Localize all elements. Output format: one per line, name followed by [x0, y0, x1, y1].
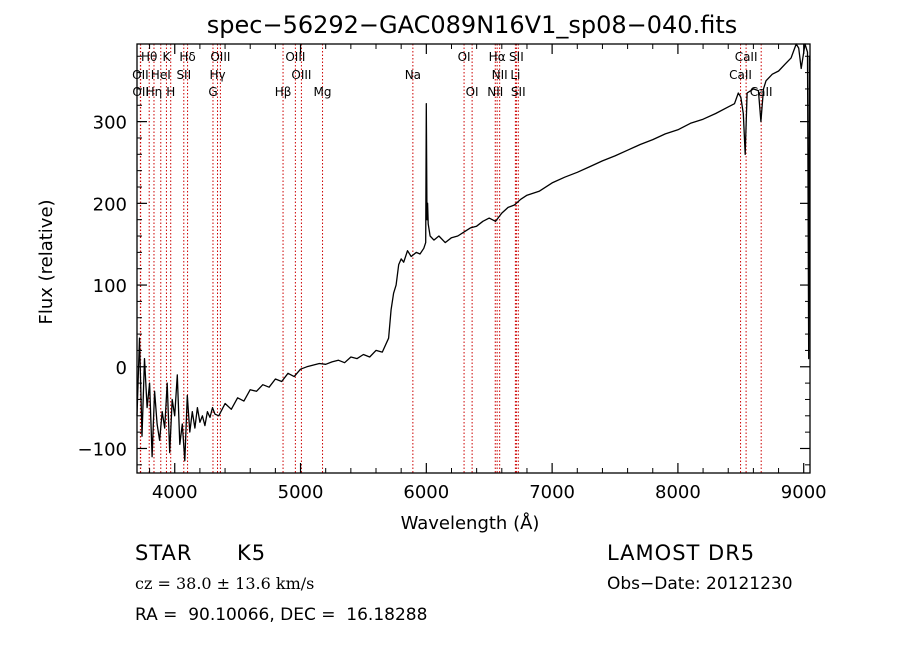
chart-title: spec−56292−GAC089N16V1_sp08−040.fits: [207, 11, 737, 39]
line-label-24: OI: [466, 85, 479, 99]
y-tick-label-4: 300: [93, 113, 127, 134]
line-label-4: OIII: [285, 50, 305, 64]
y-tick-label-0: −100: [78, 439, 127, 460]
line-label-12: Hγ: [209, 68, 225, 82]
line-label-11: SII: [176, 68, 191, 82]
line-label-0: Hθ: [141, 50, 157, 64]
line-label-1: K: [162, 50, 171, 64]
y-axis: −100 0 100 200 300: [78, 55, 810, 466]
line-label-22: Hβ: [275, 85, 292, 99]
line-label-21: G: [208, 85, 217, 99]
line-label-2: Hδ: [179, 50, 195, 64]
plot-frame: [136, 43, 811, 474]
object-subclass: K5: [237, 541, 267, 565]
line-label-3: OIII: [210, 50, 230, 64]
line-label-20: H: [166, 85, 175, 99]
line-label-8: CaII: [735, 50, 758, 64]
line-label-27: CaII: [750, 85, 773, 99]
x-tick-label-0: 4000: [152, 482, 198, 503]
line-label-14: Na: [405, 68, 421, 82]
line-label-17: CaII: [729, 68, 752, 82]
line-label-26: SII: [511, 85, 526, 99]
line-label-15: NII: [492, 68, 508, 82]
survey-name: LAMOST DR5: [607, 541, 756, 565]
x-axis-label: Wavelength (Å): [401, 512, 540, 534]
x-tick-label-2: 6000: [403, 482, 449, 503]
x-tick-label-1: 5000: [278, 482, 324, 503]
line-label-25: NII: [487, 85, 503, 99]
line-label-16: Li: [510, 68, 520, 82]
y-tick-label-2: 100: [93, 276, 127, 297]
observation-date: Obs−Date: 20121230: [607, 574, 793, 594]
line-label-5: OI: [458, 50, 471, 64]
x-axis: 4000 5000 6000 7000 8000 9000: [149, 44, 827, 503]
y-axis-label: Flux (relative): [36, 199, 57, 324]
x-tick-label-5: 9000: [781, 482, 827, 503]
y-tick-label-1: 0: [116, 358, 127, 379]
line-label-23: Mg: [314, 85, 332, 99]
x-tick-label-4: 8000: [655, 482, 701, 503]
x-tick-label-3: 7000: [529, 482, 575, 503]
coordinates: RA = 90.10066, DEC = 16.18288: [135, 605, 428, 625]
line-label-6: Hα: [489, 50, 506, 64]
y-tick-label-3: 200: [93, 194, 127, 215]
line-label-10: HeI: [151, 68, 171, 82]
line-label-19: Hη: [146, 85, 163, 99]
line-markers: [139, 44, 762, 473]
line-label-13: OIII: [291, 68, 311, 82]
spectrum-series-line: [136, 43, 811, 462]
redshift-velocity: cz = 38.0 ± 13.6 km/s: [135, 574, 315, 593]
line-label-7: SII: [509, 50, 524, 64]
line-label-9: OII: [132, 68, 149, 82]
object-class: STAR: [135, 541, 193, 565]
